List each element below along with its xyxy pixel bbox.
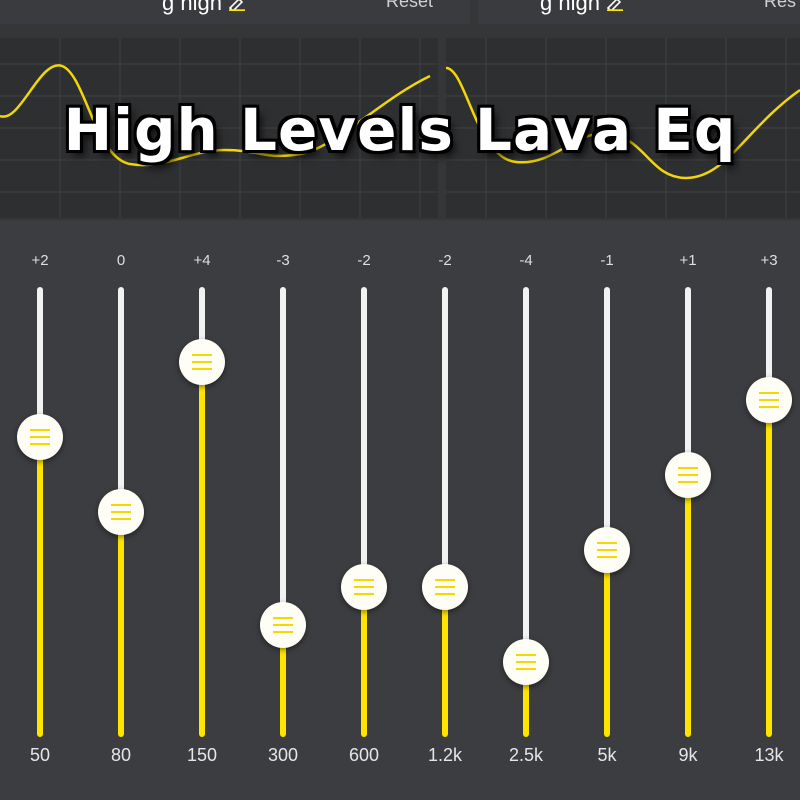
gain-value-label: -4 [519,252,533,269]
frequency-label: 50 [29,745,51,765]
gain-value-label: +3 [760,252,778,269]
slider-track-upper[interactable] [766,287,772,400]
slider-knob[interactable] [503,639,549,685]
gain-value-label: 0 [116,252,126,269]
frequency-label: 2.5k [508,745,544,765]
response-graph-right [446,38,800,218]
slider-track-filled[interactable] [280,624,286,737]
slider-track-filled[interactable] [685,474,691,737]
slider-track-filled[interactable] [766,399,772,737]
video-title: High Levels Lava Eq [63,96,737,164]
gain-value-label: -2 [438,252,452,269]
slider-track-upper[interactable] [280,287,286,625]
preset-header-right: g high Res [478,0,800,24]
slider-knob[interactable] [665,451,711,498]
slider-track-filled[interactable] [523,662,529,737]
eq-preview-strip: g high Reset g high Res [0,0,800,220]
slider-track-upper[interactable] [685,287,691,475]
eq-band-2.5k: -4 2.5k [486,225,566,800]
slider-track-filled[interactable] [361,587,367,737]
slider-track-upper[interactable] [118,287,124,512]
frequency-label: 80 [110,745,132,765]
frequency-label: 5k [597,745,617,765]
frequency-label: 9k [678,745,698,765]
gain-value-label: -3 [276,252,290,269]
slider-track-filled[interactable] [442,587,448,737]
slider-track-upper[interactable] [604,287,610,550]
slider-knob[interactable] [17,414,63,460]
gain-value-label: +1 [679,252,697,269]
slider-track-filled[interactable] [37,437,43,737]
slider-knob[interactable] [179,339,225,385]
slider-track-upper[interactable] [523,287,529,662]
eq-band-150: +4 150 [162,225,242,800]
frequency-label: 300 [267,745,299,765]
slider-knob[interactable] [746,376,792,423]
slider-track-filled[interactable] [604,549,610,737]
equalizer-bands: +2 50 0 80 +4 150 -3 300 -2 600 -2 1.2k -4 2.5k -1 5k +1… [0,225,800,800]
response-curve-left [0,38,438,218]
gain-value-label: -1 [600,252,614,269]
frequency-label: 13k [754,745,784,765]
slider-track-filled[interactable] [118,512,124,737]
slider-knob[interactable] [98,489,144,535]
frequency-label: 150 [186,745,218,765]
response-curve-right [446,38,800,218]
preset-name-text: g high [162,0,222,15]
edit-icon[interactable] [606,0,624,12]
preset-name-text: g high [540,0,600,15]
gain-value-label: +2 [31,252,49,269]
gain-value-label: +4 [193,252,211,269]
slider-track-upper[interactable] [37,287,43,437]
slider-knob[interactable] [260,601,306,648]
preset-header-left: g high Reset [0,0,470,24]
eq-band-80: 0 80 [81,225,161,800]
slider-knob[interactable] [584,526,630,573]
frequency-label: 1.2k [427,745,463,765]
slider-knob[interactable] [341,564,387,610]
gain-value-label: -2 [357,252,371,269]
preset-name-left[interactable]: g high [162,0,246,16]
slider-track-upper[interactable] [361,287,367,587]
eq-band-50: +2 50 [0,225,80,800]
eq-band-9k: +1 9k [648,225,728,800]
slider-track-upper[interactable] [199,287,205,362]
eq-band-600: -2 600 [324,225,404,800]
frequency-label: 600 [348,745,380,765]
eq-band-1.2k: -2 1.2k [405,225,485,800]
eq-band-13k: +3 13k [729,225,800,800]
reset-button-left[interactable]: Reset [386,0,434,11]
response-graph-left [0,38,438,218]
reset-button-right[interactable]: Res [764,0,797,11]
eq-band-5k: -1 5k [567,225,647,800]
eq-band-300: -3 300 [243,225,323,800]
slider-track-filled[interactable] [199,362,205,737]
edit-icon[interactable] [228,0,246,12]
slider-knob[interactable] [422,564,468,610]
preset-name-right[interactable]: g high [540,0,624,16]
slider-track-upper[interactable] [442,287,448,587]
